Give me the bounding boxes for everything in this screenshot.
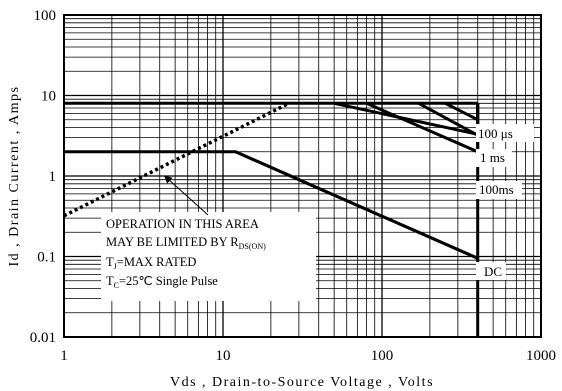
y-axis-title: Id , Drain Current , Amps [7, 86, 22, 267]
label-box-1ms [476, 149, 512, 167]
soa-curve-boundary-5 [417, 101, 479, 137]
series-label-100ms: 100ms [479, 182, 514, 197]
series-label-1ms: 1 ms [480, 150, 505, 165]
soa-curve-dc [64, 150, 480, 337]
annotation-line-1: OPERATION IN THIS AREA [106, 217, 259, 231]
annotation-box [101, 212, 316, 301]
x-axis-title: Vds , Drain-to-Source Voltage , Volts [170, 375, 434, 390]
annotation-line-2: MAY BE LIMITED BY RDS(ON) [106, 235, 266, 251]
label-box-dc [476, 262, 506, 280]
y-tick-label: 0.1 [37, 250, 56, 266]
x-tick-label: 1000 [526, 348, 556, 364]
annotation-arrow [163, 175, 209, 216]
x-tick-label: 1 [60, 348, 68, 364]
y-tick-label: 100 [34, 8, 57, 24]
x-tick-label: 100 [371, 348, 394, 364]
x-tick-label: 10 [216, 348, 231, 364]
annotation-line-3: TJ=MAX RATED [106, 255, 196, 271]
soa-curve-boundary-6 [444, 101, 479, 122]
series-label-dc: DC [484, 264, 502, 279]
plot-frame [63, 14, 542, 338]
y-tick-label: 10 [41, 89, 56, 105]
grid [63, 15, 541, 338]
tick-labels: 1 10 100 1000 100 10 1 0.1 0.01 [30, 8, 556, 364]
annotation-line-4: TC=25℃ Single Pulse [106, 274, 218, 290]
y-tick-label: 0.01 [30, 330, 56, 346]
label-box-100ms [476, 181, 522, 199]
label-box-100us [476, 124, 534, 142]
y-tick-label: 1 [49, 169, 57, 185]
series-label-100us: 100 μs [478, 126, 513, 141]
